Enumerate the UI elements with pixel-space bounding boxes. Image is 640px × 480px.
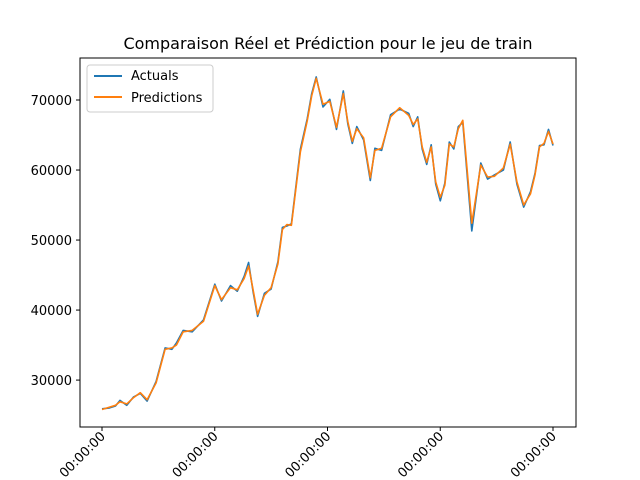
series-line-actuals (101, 76, 554, 410)
series-layer (101, 76, 554, 411)
y-tick-label: 60000 (31, 164, 72, 179)
legend-label-actuals: Actuals (131, 69, 179, 84)
x-tick-label: 00:00:00 (170, 429, 222, 480)
y-tick-label: 50000 (31, 234, 72, 249)
y-tick-label: 30000 (31, 374, 72, 389)
chart-title: Comparaison Réel et Prédiction pour le j… (123, 34, 532, 53)
series-line-predictions (101, 77, 554, 411)
y-axis: 30000 40000 50000 60000 70000 (31, 94, 80, 389)
legend: Actuals Predictions (86, 64, 214, 113)
x-tick-label: 00:00:00 (57, 429, 109, 480)
x-tick-label: 00:00:00 (282, 429, 334, 480)
y-tick-label: 70000 (31, 94, 72, 109)
legend-label-predictions: Predictions (131, 91, 203, 106)
x-tick-label: 00:00:00 (395, 429, 447, 480)
plot-area (80, 58, 576, 427)
x-tick-label: 00:00:00 (508, 429, 560, 480)
x-axis: 00:00:00 00:00:00 00:00:00 00:00:00 00:00:00 (57, 427, 560, 480)
y-tick-label: 40000 (31, 304, 72, 319)
